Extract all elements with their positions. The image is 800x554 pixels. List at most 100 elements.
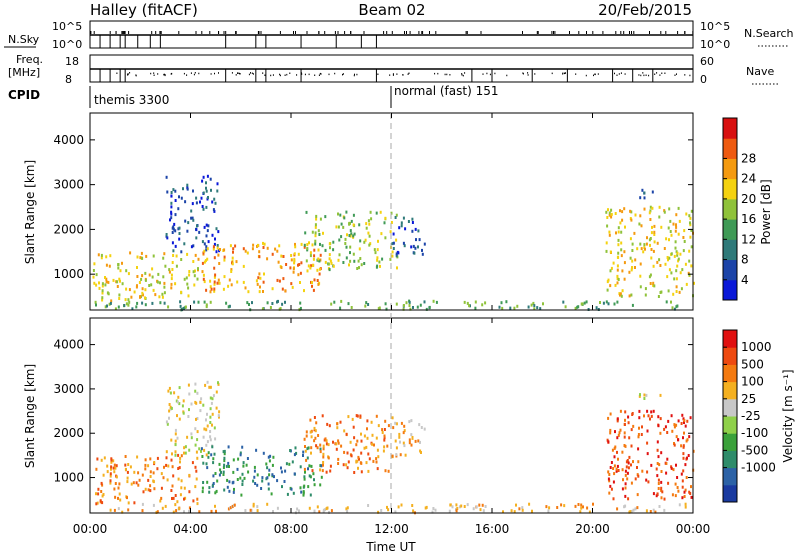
data-cell [254, 482, 257, 485]
data-cell [690, 228, 693, 232]
data-cell [683, 490, 686, 494]
data-cell [294, 245, 297, 249]
data-cell [270, 492, 273, 496]
data-cell [199, 400, 202, 404]
data-cell [621, 487, 624, 491]
nsearch-dot [465, 31, 467, 34]
data-cell [332, 264, 335, 268]
data-cell [174, 282, 177, 286]
data-cell [683, 431, 685, 435]
data-cell [183, 446, 186, 450]
data-cell [181, 404, 184, 408]
data-cell [309, 430, 312, 434]
data-cell [353, 436, 356, 440]
data-cell [200, 449, 202, 453]
data-cell [689, 416, 692, 420]
data-cell [313, 483, 316, 487]
data-cell [675, 225, 678, 229]
data-cell [152, 254, 155, 258]
data-cell [174, 432, 177, 436]
data-cell [263, 272, 265, 276]
data-cell [613, 464, 616, 468]
data-cell [159, 499, 162, 503]
data-cell [115, 475, 118, 479]
data-cell [182, 411, 185, 415]
nave-dot [210, 73, 212, 75]
data-cell [216, 281, 219, 285]
data-cell [202, 403, 205, 407]
data-cell [211, 412, 214, 416]
data-cell [252, 479, 255, 483]
data-cell [300, 242, 303, 246]
data-cell [637, 435, 640, 439]
data-cell [166, 190, 169, 194]
data-cell [652, 249, 655, 253]
data-cell [466, 503, 469, 507]
data-cell [616, 419, 619, 423]
data-cell [106, 464, 109, 468]
data-cell [314, 242, 317, 246]
data-cell [365, 445, 368, 449]
data-cell [659, 291, 662, 294]
data-cell [140, 277, 143, 281]
nave-dot [116, 72, 118, 74]
data-cell [271, 463, 274, 467]
data-cell [634, 258, 637, 262]
data-cell [170, 194, 173, 198]
data-cell [686, 419, 689, 423]
data-cell [688, 273, 691, 277]
data-cell [149, 475, 152, 478]
data-cell [343, 216, 346, 220]
data-cell [165, 175, 168, 179]
data-cell [649, 510, 652, 513]
data-cell [628, 455, 631, 459]
data-cell [626, 477, 629, 481]
data-cell [312, 288, 315, 292]
nsearch-dot [235, 31, 237, 34]
colorbar-tick-label: 100 [741, 375, 764, 389]
nave-dot [170, 73, 172, 75]
nave-dot [237, 72, 239, 74]
data-cell [428, 305, 431, 309]
data-cell [268, 473, 271, 477]
nave-dot [408, 72, 410, 74]
data-cell [145, 254, 148, 258]
data-cell [690, 495, 693, 499]
station-title: Halley (fitACF) [90, 1, 198, 19]
data-cell [628, 270, 631, 274]
data-cell [395, 302, 398, 306]
data-cell [652, 281, 655, 285]
data-cell [643, 393, 646, 397]
nsearch-dot [623, 31, 625, 34]
data-cell [405, 301, 408, 305]
data-cell [121, 510, 124, 514]
data-cell [316, 505, 319, 509]
data-cell [247, 290, 250, 294]
data-cell [682, 417, 685, 421]
data-cell [372, 459, 375, 463]
data-cell [378, 260, 381, 264]
data-cell [170, 205, 173, 209]
data-cell [683, 495, 686, 498]
data-cell [677, 206, 680, 210]
nave-dot [689, 74, 691, 77]
data-cell [630, 210, 633, 214]
data-cell [284, 300, 286, 304]
data-cell [195, 196, 198, 200]
data-cell [668, 207, 671, 211]
data-cell [235, 260, 238, 264]
data-cell [179, 456, 182, 460]
data-cell [673, 277, 676, 281]
data-cell [609, 250, 612, 254]
data-cell [276, 479, 279, 483]
nsearch-dot [537, 31, 539, 34]
data-cell [681, 479, 684, 483]
data-cell [624, 225, 626, 229]
data-cell [582, 505, 584, 509]
nave-dot [300, 72, 302, 74]
data-cell [608, 233, 611, 237]
data-cell [170, 489, 173, 492]
data-cell [379, 264, 381, 268]
velocity-ylabel: Slant Range [km] [23, 364, 37, 468]
data-cell [371, 442, 374, 446]
